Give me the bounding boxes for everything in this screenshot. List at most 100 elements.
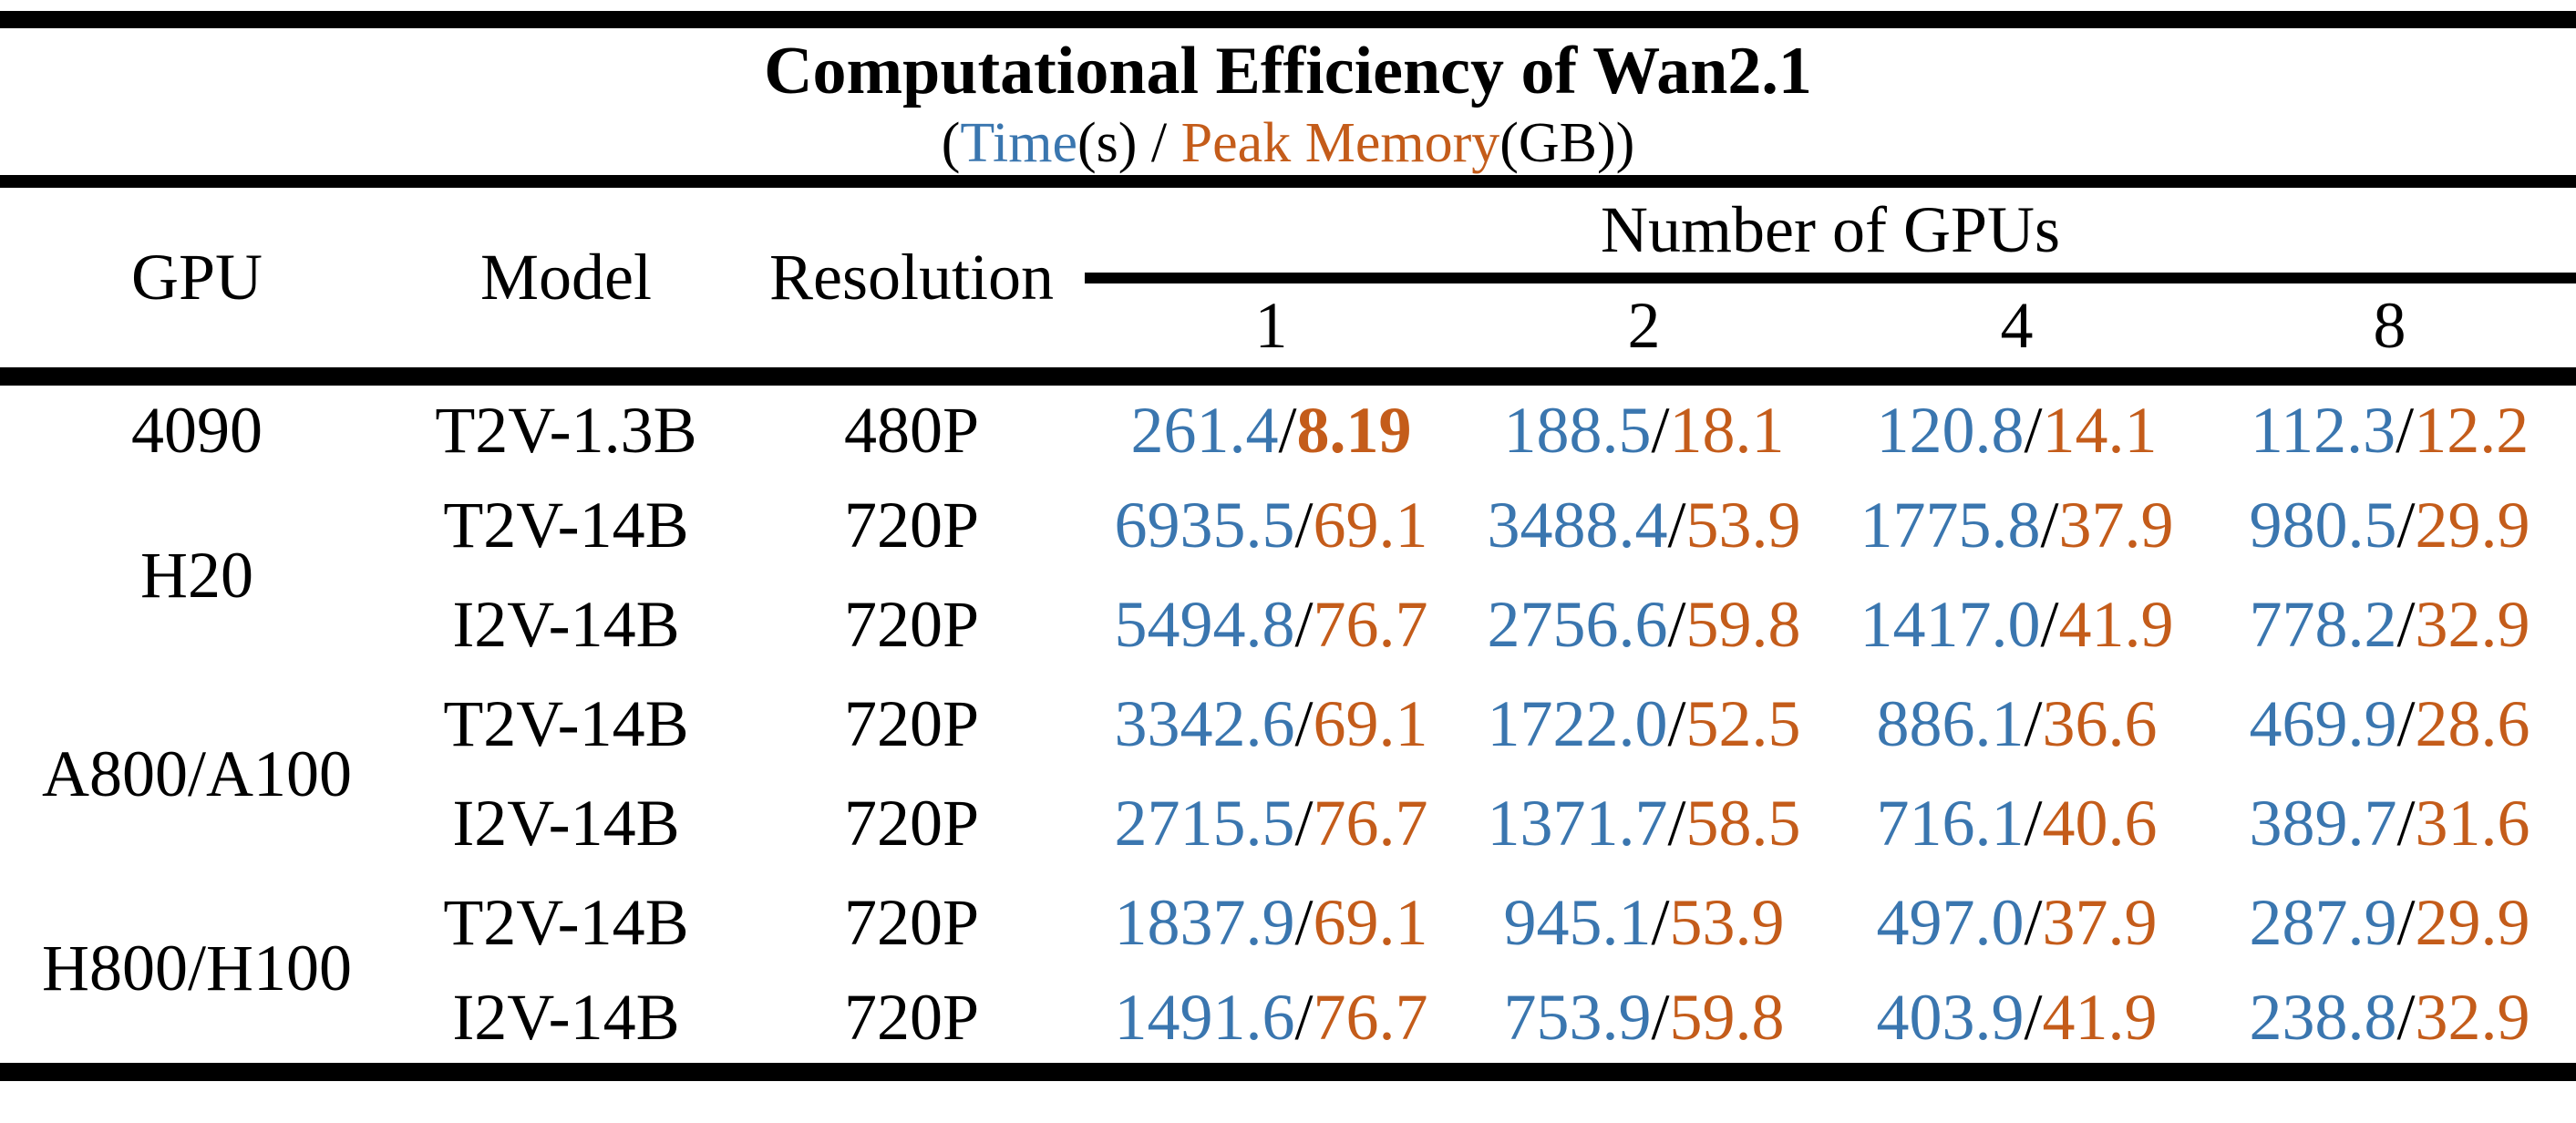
gpu-count-header-4: 4 bbox=[1830, 278, 2203, 386]
time-value: 3488.4 bbox=[1487, 489, 1668, 562]
peak-memory-value: 59.8 bbox=[1685, 588, 1801, 661]
time-value: 112.3 bbox=[2250, 394, 2396, 467]
value-separator: / bbox=[1667, 588, 1686, 661]
time-memory-value-cell: 261.4/8.19 bbox=[1085, 376, 1458, 476]
peak-memory-value: 53.9 bbox=[1685, 489, 1801, 562]
model-cell: I2V-14B bbox=[452, 588, 680, 661]
peak-memory-value: 28.6 bbox=[2415, 687, 2530, 760]
number-of-gpus-group-header: Number of GPUs bbox=[1085, 188, 2576, 283]
efficiency-table: GPU Model Resolution Number of GPUs 1 2 … bbox=[0, 188, 2576, 1081]
time-memory-value-cell: 112.3/12.2 bbox=[2203, 376, 2576, 476]
time-memory-value-cell: 5494.8/76.7 bbox=[1085, 575, 1458, 675]
time-memory-value-cell: 287.9/29.9 bbox=[2203, 873, 2576, 973]
value-separator: / bbox=[2396, 886, 2416, 959]
peak-memory-value: 31.6 bbox=[2415, 787, 2530, 860]
resolution-column-header: Resolution bbox=[738, 188, 1085, 386]
value-separator: / bbox=[1651, 394, 1670, 467]
time-value: 2715.5 bbox=[1114, 787, 1295, 860]
table-header: GPU Model Resolution Number of GPUs 1 2 … bbox=[0, 188, 2576, 386]
time-value: 389.7 bbox=[2249, 787, 2397, 860]
time-value: 188.5 bbox=[1503, 394, 1652, 467]
gpu-cell: H800/H100 bbox=[42, 931, 352, 1005]
value-separator: / bbox=[1651, 981, 1670, 1054]
subtitle-prefix: ( bbox=[941, 111, 961, 174]
efficiency-table-figure: Computational Efficiency of Wan2.1 (Time… bbox=[0, 11, 2576, 1123]
time-memory-value-cell: 2715.5/76.7 bbox=[1085, 774, 1458, 873]
value-separator: / bbox=[2396, 489, 2416, 562]
peak-memory-value: 69.1 bbox=[1313, 886, 1428, 959]
model-cell: T2V-1.3B bbox=[435, 394, 697, 467]
resolution-cell: 720P bbox=[843, 687, 980, 760]
table-row: H20 T2V-14B 720P 6935.5/69.1 3488.4/53.9 1775… bbox=[0, 476, 2576, 612]
peak-memory-value: 37.9 bbox=[2058, 489, 2174, 562]
value-separator: / bbox=[2040, 588, 2059, 661]
time-value: 403.9 bbox=[1876, 981, 2025, 1054]
value-separator: / bbox=[2024, 687, 2043, 760]
time-value: 980.5 bbox=[2249, 489, 2397, 562]
time-value: 287.9 bbox=[2249, 886, 2397, 959]
gpu-count-header-2: 2 bbox=[1458, 278, 1830, 386]
resolution-cell: 720P bbox=[843, 981, 980, 1054]
gpu-cell: 4090 bbox=[131, 394, 263, 467]
value-separator: / bbox=[1667, 687, 1686, 760]
gpu-count-header-8: 8 bbox=[2203, 278, 2576, 386]
table-row: 4090 T2V-1.3B 480P 261.4/8.19 188.5/18.1 120.… bbox=[0, 376, 2576, 476]
peak-memory-value: 52.5 bbox=[1685, 687, 1801, 760]
time-memory-value-cell: 3488.4/53.9 bbox=[1458, 476, 1830, 575]
time-memory-value-cell: 1775.8/37.9 bbox=[1830, 476, 2203, 575]
time-memory-value-cell: 469.9/28.6 bbox=[2203, 675, 2576, 774]
time-memory-value-cell: 1722.0/52.5 bbox=[1458, 675, 1830, 774]
time-value: 1837.9 bbox=[1114, 886, 1295, 959]
time-value: 886.1 bbox=[1876, 687, 2025, 760]
peak-memory-value: 69.1 bbox=[1313, 489, 1428, 562]
time-value: 1491.6 bbox=[1114, 981, 1295, 1054]
model-cell: T2V-14B bbox=[443, 687, 689, 760]
model-cell: I2V-14B bbox=[452, 981, 680, 1054]
time-value: 753.9 bbox=[1503, 981, 1652, 1054]
model-cell: I2V-14B bbox=[452, 787, 680, 860]
title-divider-rule bbox=[0, 175, 2576, 188]
value-separator: / bbox=[2024, 787, 2043, 860]
time-value: 1371.7 bbox=[1487, 787, 1668, 860]
peak-memory-value: 32.9 bbox=[2415, 981, 2530, 1054]
time-memory-value-cell: 6935.5/69.1 bbox=[1085, 476, 1458, 575]
peak-memory-value: 58.5 bbox=[1685, 787, 1801, 860]
gpu-cell: A800/A100 bbox=[42, 737, 352, 810]
value-separator: / bbox=[1294, 981, 1314, 1054]
value-separator: / bbox=[1278, 394, 1297, 467]
table-title: Computational Efficiency of Wan2.1 bbox=[764, 33, 1812, 108]
top-rule bbox=[0, 11, 2576, 28]
table-subtitle: (Time(s) / Peak Memory(GB)) bbox=[942, 112, 1635, 174]
table-row: H800/H100 T2V-14B 720P 1837.9/69.1 945.1/53.… bbox=[0, 873, 2576, 1005]
time-memory-value-cell: 1837.9/69.1 bbox=[1085, 873, 1458, 973]
title-block: Computational Efficiency of Wan2.1 (Time… bbox=[0, 28, 2576, 175]
table-row: I2V-14B 720P 5494.8/76.7 2756.6/59.8 1417.0/… bbox=[0, 575, 2576, 675]
time-value: 716.1 bbox=[1876, 787, 2025, 860]
time-memory-value-cell: 753.9/59.8 bbox=[1458, 973, 1830, 1072]
peak-memory-value: 41.9 bbox=[2042, 981, 2158, 1054]
value-separator: / bbox=[2396, 981, 2416, 1054]
table-row: A800/A100 T2V-14B 720P 3342.6/69.1 1722.0/52… bbox=[0, 675, 2576, 810]
peak-memory-label: Peak Memory bbox=[1180, 111, 1500, 174]
time-memory-value-cell: 188.5/18.1 bbox=[1458, 376, 1830, 476]
table-row: I2V-14B 720P 1491.6/76.7 753.9/59.8 403.9/41… bbox=[0, 973, 2576, 1072]
peak-memory-value: 40.6 bbox=[2042, 787, 2158, 860]
time-value: 120.8 bbox=[1876, 394, 2025, 467]
model-cell: T2V-14B bbox=[443, 489, 689, 562]
peak-memory-value: 41.9 bbox=[2058, 588, 2174, 661]
peak-memory-value: 12.2 bbox=[2414, 394, 2530, 467]
value-separator: / bbox=[2024, 981, 2043, 1054]
time-memory-value-cell: 238.8/32.9 bbox=[2203, 973, 2576, 1072]
time-value: 469.9 bbox=[2249, 687, 2397, 760]
model-cell: T2V-14B bbox=[443, 886, 689, 959]
time-memory-value-cell: 1491.6/76.7 bbox=[1085, 973, 1458, 1072]
resolution-cell: 720P bbox=[843, 588, 980, 661]
header-row-gpu-counts: 1 2 4 8 bbox=[0, 278, 2576, 386]
peak-memory-value: 36.6 bbox=[2042, 687, 2158, 760]
peak-memory-value: 29.9 bbox=[2415, 886, 2530, 959]
time-memory-value-cell: 945.1/53.9 bbox=[1458, 873, 1830, 973]
time-memory-value-cell: 980.5/29.9 bbox=[2203, 476, 2576, 575]
time-value: 3342.6 bbox=[1114, 687, 1295, 760]
resolution-cell: 720P bbox=[843, 787, 980, 860]
time-label: Time bbox=[960, 111, 1078, 174]
